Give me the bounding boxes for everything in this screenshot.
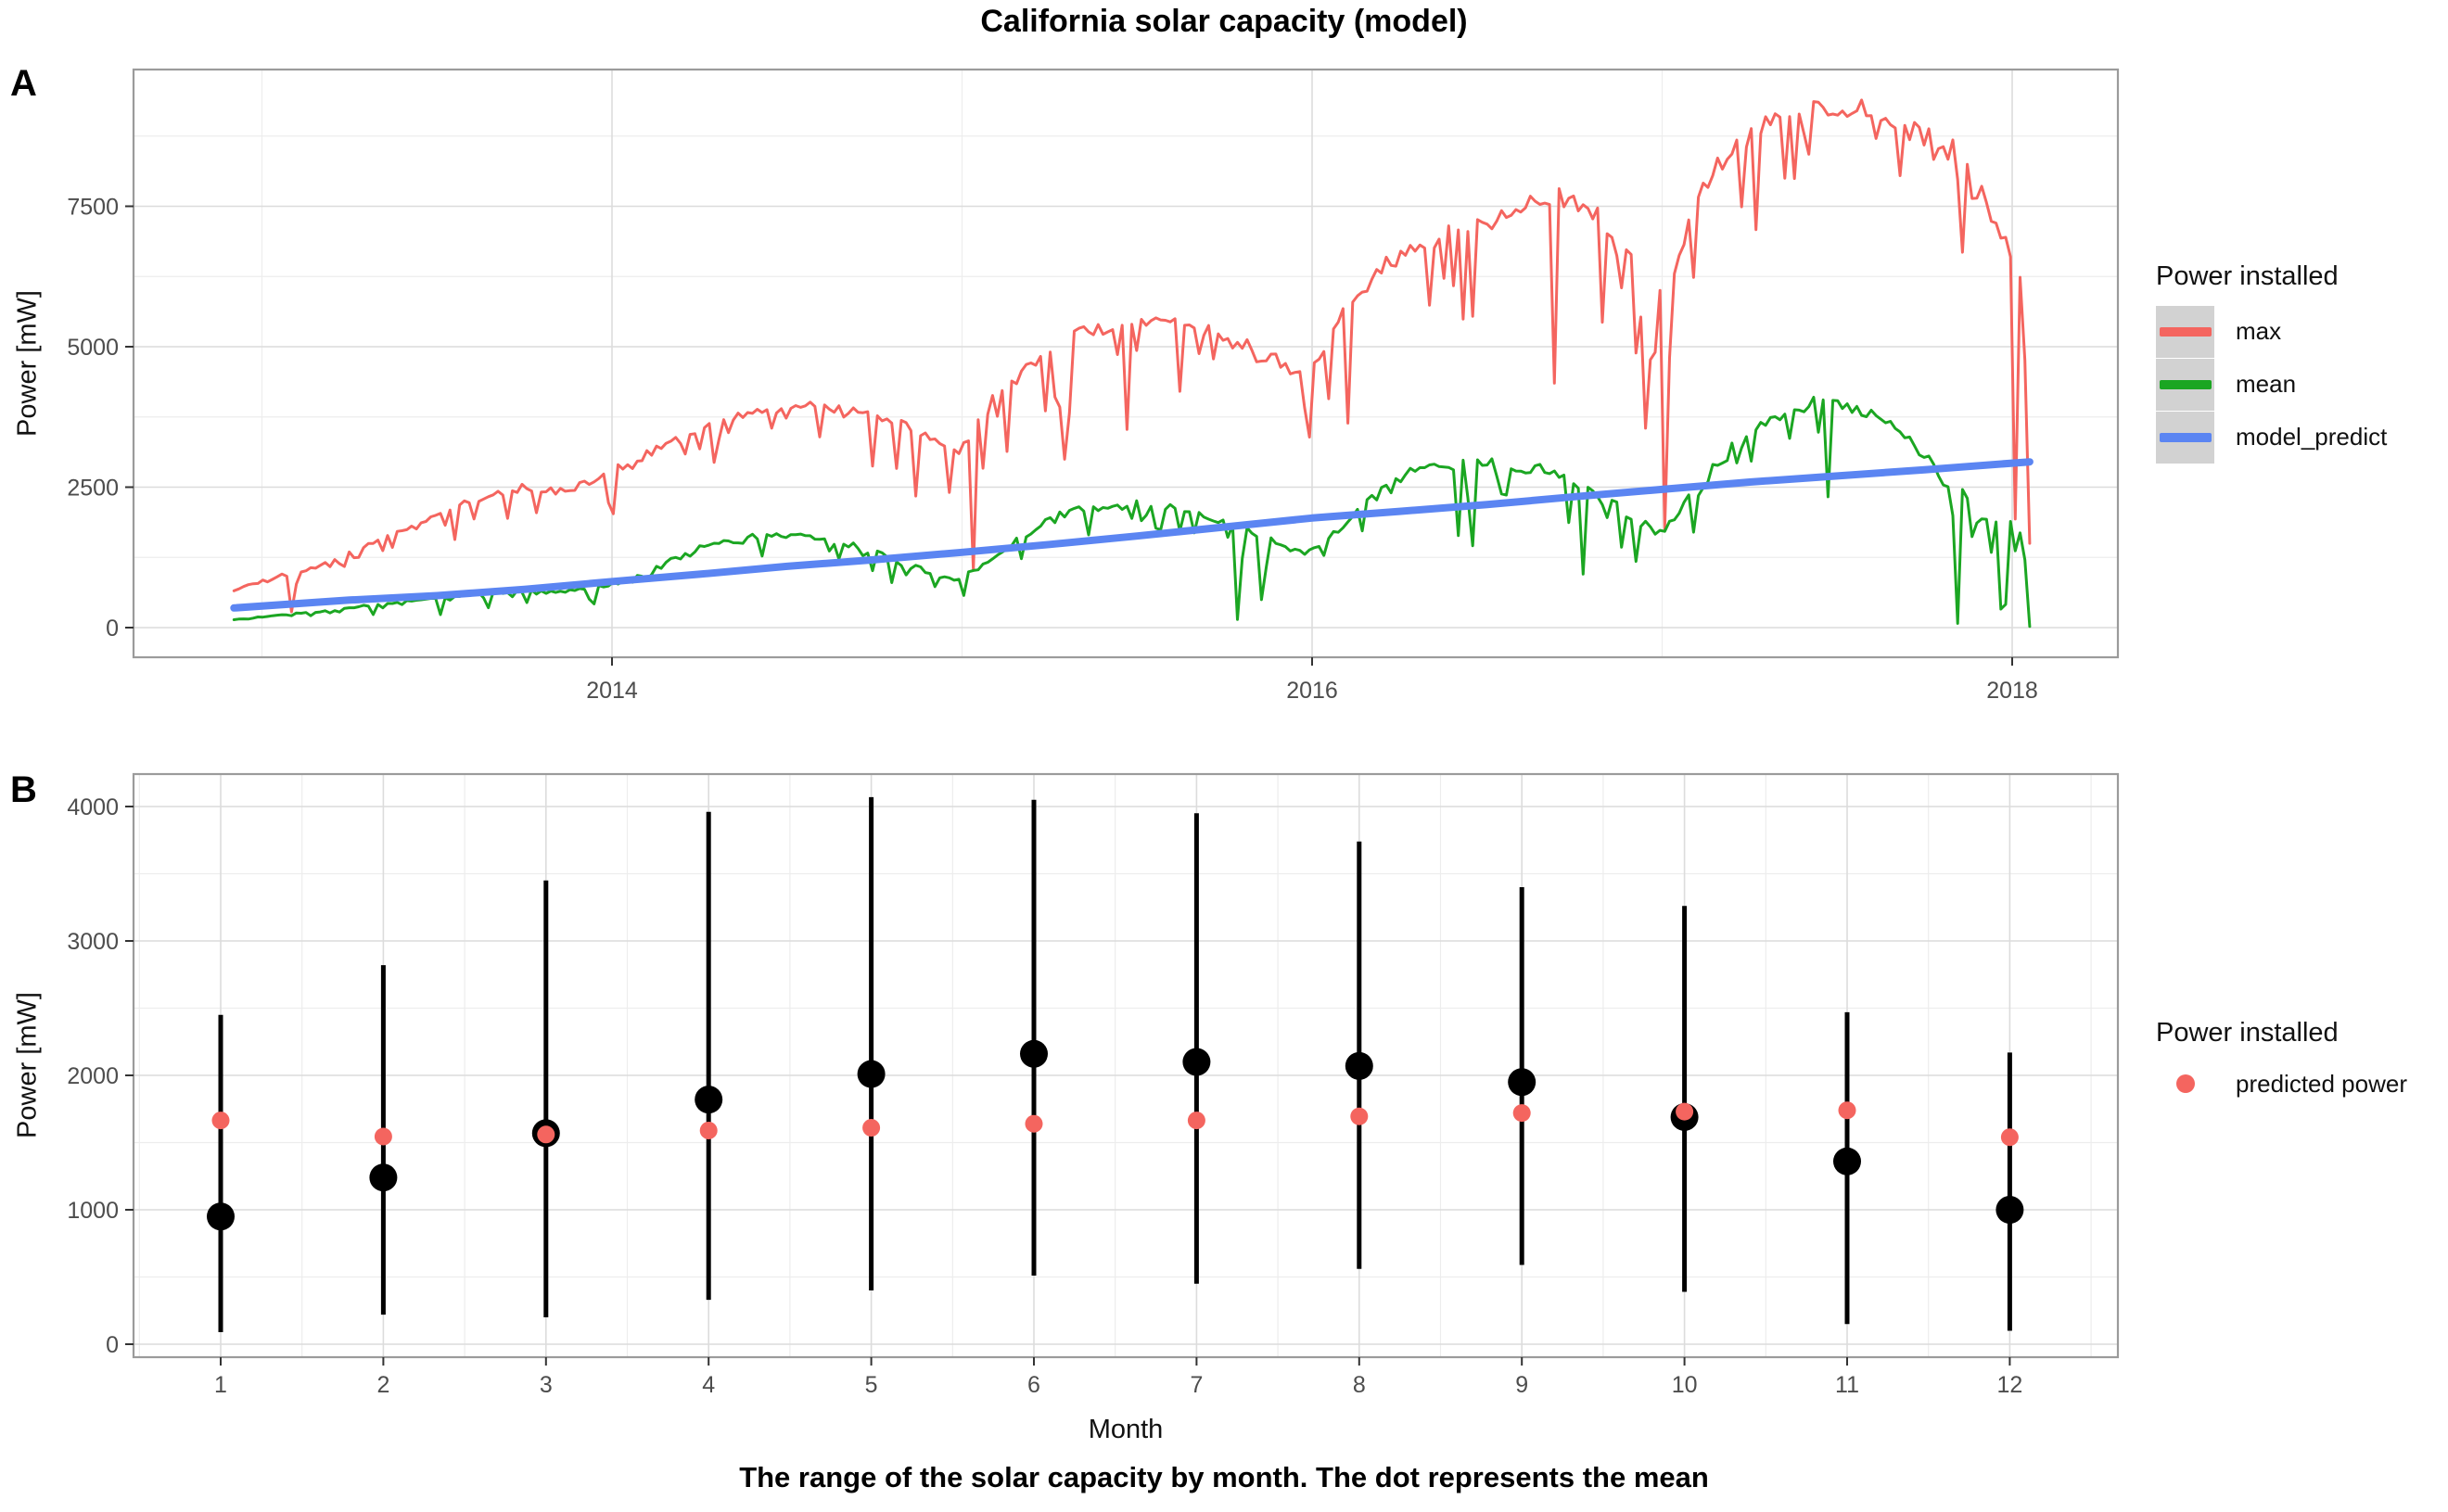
month-12-mean-dot	[1995, 1196, 2024, 1224]
legend-item-max: max	[2156, 305, 2387, 358]
figure-caption: The range of the solar capacity by month…	[739, 1461, 1709, 1493]
panel-b-legend-title: Power installed	[2156, 1018, 2339, 1048]
legend-item-label: model_predict	[2236, 423, 2388, 451]
svg-text:8: 8	[1353, 1372, 1366, 1398]
month-12-predicted-dot	[2000, 1128, 2019, 1147]
svg-text:2016: 2016	[1286, 678, 1338, 704]
svg-text:5: 5	[865, 1372, 878, 1398]
month-3-predicted-dot	[537, 1125, 555, 1144]
svg-text:0: 0	[106, 616, 119, 642]
month-4-predicted-dot	[699, 1121, 718, 1139]
panel-b-x-axis-title: Month	[1088, 1415, 1164, 1444]
month-6-predicted-dot	[1025, 1114, 1043, 1133]
month-5-mean-dot	[857, 1060, 886, 1088]
svg-text:3000: 3000	[67, 929, 119, 955]
legend-item-model_predict: model_predict	[2156, 411, 2387, 464]
svg-text:7500: 7500	[67, 195, 119, 221]
svg-text:0: 0	[106, 1332, 119, 1358]
legend-item-label: max	[2236, 317, 2282, 345]
month-2-predicted-dot	[374, 1127, 392, 1146]
svg-text:4000: 4000	[67, 794, 119, 820]
predicted-power-dot-icon	[2156, 1058, 2214, 1110]
legend-item-label: mean	[2236, 370, 2297, 398]
panel-a-series-model-predict	[230, 458, 2034, 612]
model_predict-line-swatch-icon	[2156, 411, 2214, 464]
month-2-mean-dot	[369, 1163, 398, 1192]
svg-text:1000: 1000	[67, 1198, 119, 1224]
figure-title: California solar capacity (model)	[980, 4, 1468, 39]
svg-text:1: 1	[214, 1372, 227, 1398]
svg-text:2018: 2018	[1986, 678, 2038, 704]
panel-b-legend-items: predicted power	[2156, 1063, 2407, 1104]
month-6-mean-dot	[1020, 1039, 1048, 1068]
month-1-predicted-dot	[211, 1112, 230, 1130]
month-8-predicted-dot	[1350, 1107, 1369, 1125]
month-9-predicted-dot	[1512, 1104, 1531, 1123]
svg-text:6: 6	[1027, 1372, 1040, 1398]
legend-item-label: predicted power	[2236, 1069, 2407, 1098]
svg-text:5000: 5000	[67, 335, 119, 361]
month-9-mean-dot	[1508, 1068, 1536, 1097]
svg-text:10: 10	[1672, 1372, 1698, 1398]
legend-item-predicted-power: predicted power	[2156, 1063, 2407, 1104]
month-7-mean-dot	[1182, 1048, 1211, 1076]
panel-a-legend-items: max mean model_predict	[2156, 305, 2387, 464]
panel-b-tag: B	[10, 769, 37, 810]
svg-text:7: 7	[1190, 1372, 1203, 1398]
panel-a-series-max	[232, 98, 2032, 614]
svg-text:2000: 2000	[67, 1063, 119, 1089]
month-7-predicted-dot	[1187, 1112, 1205, 1130]
month-1-mean-dot	[207, 1202, 235, 1231]
month-8-mean-dot	[1345, 1051, 1373, 1080]
panel-a-legend: Power installed max mean model_predict	[2156, 261, 2387, 464]
svg-text:4: 4	[702, 1372, 715, 1398]
panel-b-legend: Power installed predicted power	[2156, 1018, 2407, 1104]
svg-text:2014: 2014	[586, 678, 638, 704]
svg-text:3: 3	[540, 1372, 553, 1398]
mean-line-swatch-icon	[2156, 358, 2214, 411]
svg-text:2500: 2500	[67, 476, 119, 502]
svg-text:12: 12	[1996, 1372, 2022, 1398]
panel-a-legend-title: Power installed	[2156, 261, 2339, 291]
svg-text:11: 11	[1835, 1372, 1859, 1398]
max-line-swatch-icon	[2156, 305, 2214, 358]
month-11-mean-dot	[1833, 1147, 1861, 1175]
panel-a-y-axis-title: Power [mW]	[12, 290, 43, 437]
month-11-predicted-dot	[1838, 1101, 1856, 1120]
svg-text:2: 2	[376, 1372, 389, 1398]
month-10-predicted-dot	[1676, 1102, 1694, 1121]
panel-a-tag: A	[10, 63, 37, 104]
svg-text:9: 9	[1515, 1372, 1528, 1398]
panel-b-y-axis-title: Power [mW]	[12, 992, 43, 1138]
month-4-mean-dot	[695, 1086, 723, 1114]
legend-item-mean: mean	[2156, 358, 2387, 411]
month-5-predicted-dot	[862, 1119, 881, 1137]
